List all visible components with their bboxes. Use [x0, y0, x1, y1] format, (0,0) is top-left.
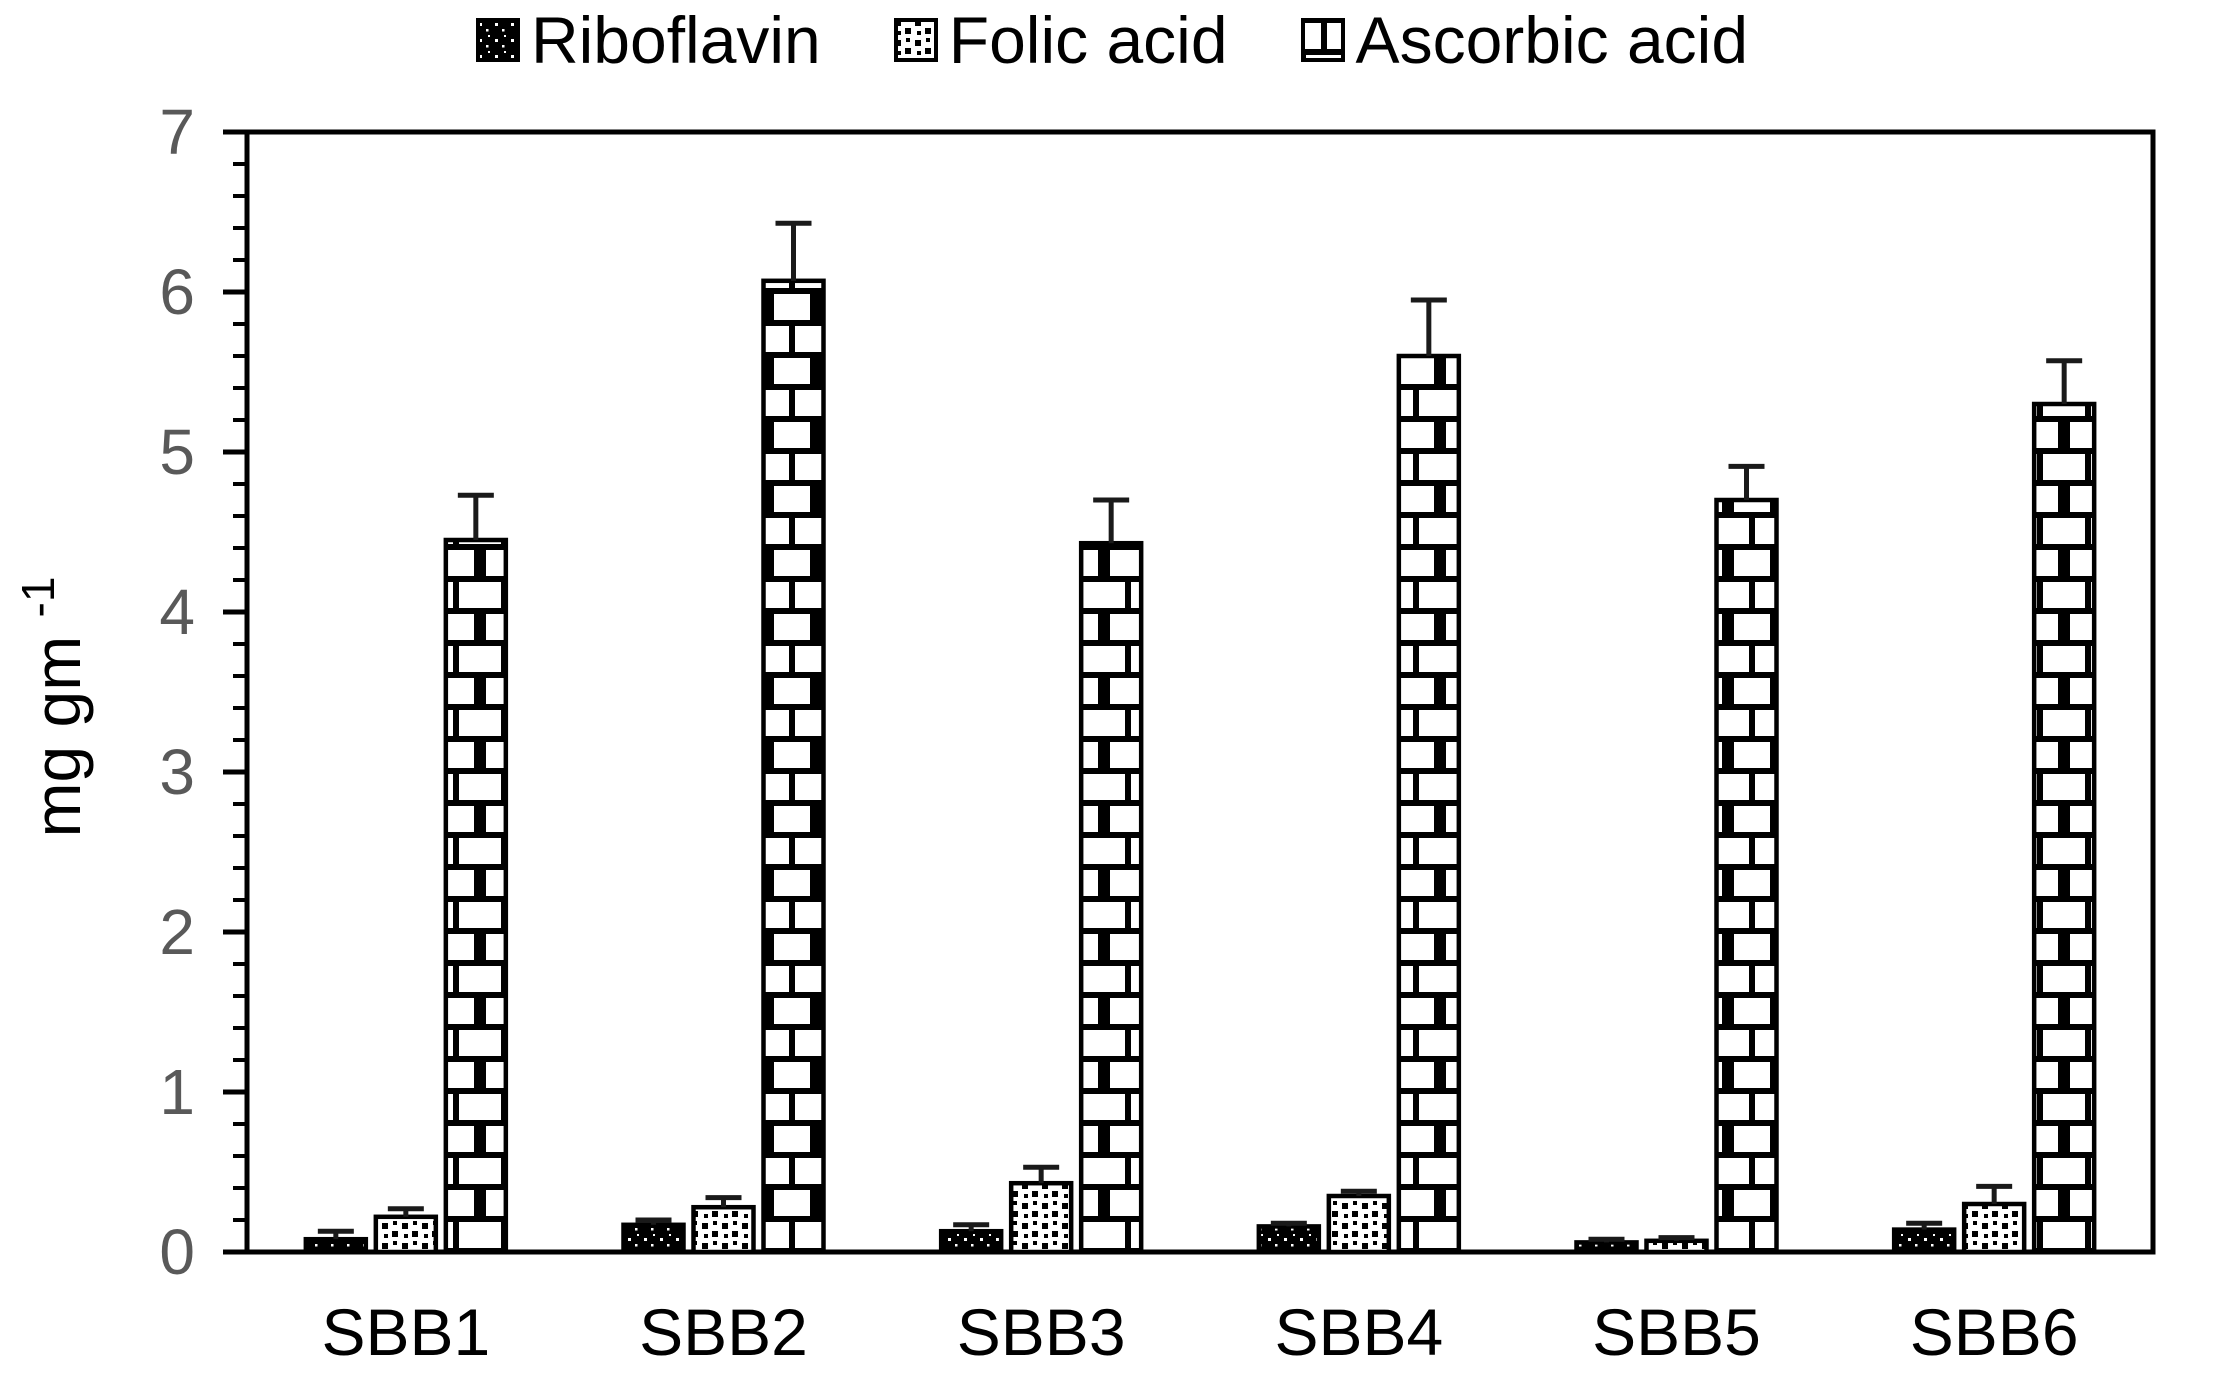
bar-riboflavin-sbb3 — [938, 1228, 1004, 1255]
x-tick-label: SBB3 — [957, 1295, 1126, 1369]
y-tick-label: 0 — [159, 1216, 195, 1288]
y-tick-label: 1 — [159, 1056, 195, 1128]
y-tick-label: 3 — [159, 736, 195, 808]
x-tick-label: SBB6 — [1910, 1295, 2079, 1369]
x-tick-label: SBB1 — [321, 1295, 490, 1369]
bar-riboflavin-sbb6 — [1891, 1227, 1957, 1255]
legend-label: Ascorbic acid — [1355, 3, 1749, 77]
bar-folic-acid-sbb2 — [691, 1204, 756, 1255]
legend-item-folic-acid: Folic acid — [893, 7, 1228, 73]
legend-item-riboflavin: Riboflavin — [475, 7, 821, 73]
y-tick-label: 4 — [159, 576, 195, 648]
bar-ascorbic-acid-sbb3 — [1078, 540, 1144, 1255]
x-tick-label: SBB5 — [1592, 1295, 1761, 1369]
y-tick-label: 2 — [159, 896, 195, 968]
legend-swatch-white-with-black-speckles — [893, 18, 938, 62]
bar-folic-acid-sbb3 — [1008, 1180, 1074, 1255]
legend-swatch-solid-black-with-white-specks — [475, 18, 520, 62]
bar-ascorbic-acid-sbb1 — [443, 537, 509, 1255]
legend-swatch-brick — [1300, 18, 1345, 62]
plot-frame — [244, 129, 2156, 1255]
bar-ascorbic-acid-sbb5 — [1714, 497, 1779, 1255]
chart-legend: Riboflavin Folic acid Ascorbic acid — [0, 0, 2223, 80]
bar-ascorbic-acid-sbb6 — [2031, 401, 2097, 1255]
bar-ascorbic-acid-sbb4 — [1396, 353, 1462, 1255]
bar-folic-acid-sbb6 — [1961, 1201, 2027, 1255]
bar-riboflavin-sbb4 — [1256, 1224, 1322, 1255]
y-tick-label: 5 — [159, 416, 195, 488]
x-tick-label: SBB4 — [1274, 1295, 1443, 1369]
y-axis-title: mg gm -1 — [12, 577, 94, 838]
bar-ascorbic-acid-sbb2 — [761, 278, 826, 1255]
legend-label: Folic acid — [948, 3, 1228, 77]
bar-riboflavin-sbb5 — [1574, 1240, 1639, 1255]
bar-folic-acid-sbb4 — [1326, 1193, 1392, 1255]
y-tick-label: 7 — [159, 96, 195, 168]
bar-folic-acid-sbb1 — [373, 1214, 439, 1255]
bar-riboflavin-sbb1 — [303, 1236, 369, 1255]
x-tick-label: SBB2 — [639, 1295, 808, 1369]
legend-label: Riboflavin — [530, 3, 821, 77]
legend-item-ascorbic-acid: Ascorbic acid — [1300, 3, 1749, 77]
bar-folic-acid-sbb5 — [1644, 1238, 1709, 1255]
bar-riboflavin-sbb2 — [621, 1222, 686, 1255]
y-tick-label: 6 — [159, 256, 195, 328]
